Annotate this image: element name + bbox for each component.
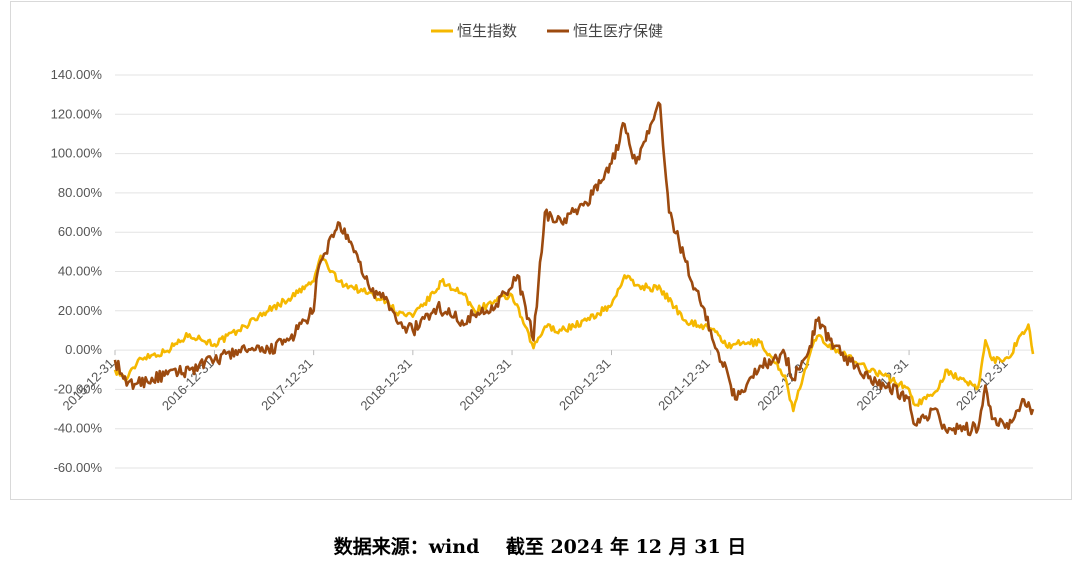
legend-label: 恒生指数 <box>457 22 517 40</box>
y-tick-label: 60.00% <box>58 224 103 239</box>
series-layer <box>113 101 1035 437</box>
y-tick-label: -40.00% <box>54 421 103 436</box>
y-tick-label: 0.00% <box>65 342 102 357</box>
x-tick-label: 2018-12-31 <box>357 356 415 414</box>
chart-caption: 数据来源：wind 截至 2024 年 12 月 31 日 <box>0 532 1080 559</box>
y-tick-label: 20.00% <box>58 303 103 318</box>
caption-source: 数据来源：wind <box>333 536 480 558</box>
x-tick-label: 2021-12-31 <box>655 356 713 414</box>
y-tick-label: 40.00% <box>58 264 103 279</box>
x-tick-label: 2020-12-31 <box>556 356 614 414</box>
grid-lines <box>115 74 1033 469</box>
series-line-hs-healthcare <box>113 101 1035 437</box>
x-tick-label: 2016-12-31 <box>159 356 217 414</box>
chart-frame: 恒生指数 恒生医疗保健 140.00% 120.00% 100.00% 80.00% 60… <box>10 1 1072 500</box>
x-tick-label: 2017-12-31 <box>258 356 316 414</box>
chart-legend: 恒生指数 恒生医疗保健 <box>431 22 663 40</box>
y-tick-label: 120.00% <box>51 106 103 121</box>
series-line-hsi <box>113 254 1035 413</box>
x-tick-label: 2019-12-31 <box>457 356 515 414</box>
caption-asof: 截至 2024 年 12 月 31 日 <box>505 536 747 558</box>
y-tick-label: -60.00% <box>54 460 103 475</box>
line-chart: 恒生指数 恒生医疗保健 140.00% 120.00% 100.00% 80.00% 60… <box>51 22 1035 475</box>
y-tick-label: 80.00% <box>58 185 103 200</box>
y-tick-label: -20.00% <box>54 381 103 396</box>
y-axis: 140.00% 120.00% 100.00% 80.00% 60.00% 40.00% 2… <box>51 67 103 475</box>
legend-label: 恒生医疗保健 <box>573 22 663 40</box>
y-tick-label: 100.00% <box>51 146 103 161</box>
y-tick-label: 140.00% <box>51 67 103 82</box>
